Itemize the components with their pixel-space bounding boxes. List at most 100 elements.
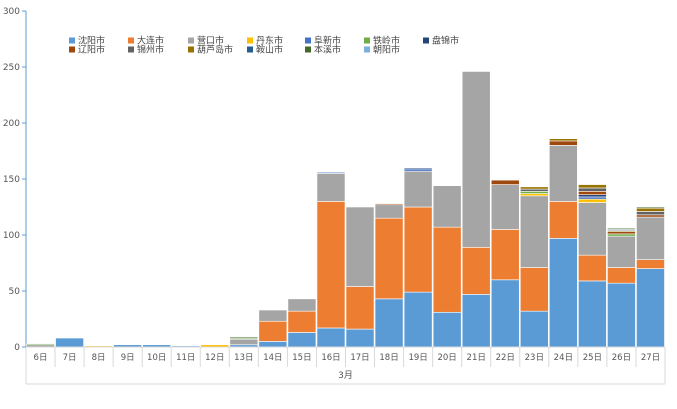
- bar-segment: [55, 337, 84, 348]
- bar-segment: [636, 216, 665, 260]
- bar-segment: [258, 320, 288, 342]
- bar-segment: [374, 203, 404, 206]
- y-tick-label: 150: [3, 175, 20, 185]
- x-tick-label: 23日: [525, 353, 544, 363]
- bar-segment: [607, 235, 636, 268]
- legend-swatch: [128, 46, 134, 53]
- legend-label: 朝阳市: [373, 44, 400, 56]
- legend-swatch: [423, 37, 429, 44]
- bar-segment: [578, 254, 607, 282]
- x-tick-label: 21日: [467, 353, 486, 363]
- bar-segment: [345, 286, 375, 330]
- legend-swatch: [305, 46, 311, 53]
- bar-segment: [578, 202, 607, 256]
- bar-segment: [461, 294, 491, 348]
- bar-segment: [549, 238, 578, 348]
- legend-swatch: [69, 46, 75, 53]
- bar-segment: [519, 310, 549, 348]
- bar-segment: [607, 231, 636, 235]
- y-tick-label: 300: [3, 7, 20, 17]
- x-axis: 6日 7日 8日 9日 10日 11日 12日 13日 14日 15日 16日 17日 18日 19日 20…: [25, 346, 666, 385]
- bar-segment: [578, 184, 607, 189]
- legend-swatch: [247, 46, 253, 53]
- x-tick-label: 11日: [176, 353, 195, 363]
- legend-label: 营口市: [197, 35, 224, 47]
- x-tick-label: 7日: [63, 353, 77, 363]
- x-tick-label: 9日: [121, 353, 135, 363]
- bar-segment: [345, 328, 375, 348]
- bar-segment: [607, 233, 636, 237]
- x-tick-label: 8日: [92, 353, 106, 363]
- legend-swatch: [364, 37, 370, 44]
- bar-segment: [258, 309, 288, 322]
- bar-segment: [316, 327, 346, 348]
- bar-segment: [519, 267, 549, 312]
- bar-segment: [578, 191, 607, 195]
- legend-swatch: [305, 37, 311, 44]
- legend-swatch: [128, 37, 134, 44]
- bar-segment: [403, 206, 433, 293]
- legend-label: 铁岭市: [373, 35, 400, 47]
- bar-segment: [578, 194, 607, 198]
- x-tick-label: 14日: [263, 353, 282, 363]
- bar-segment: [345, 206, 375, 287]
- bar-segment: [519, 193, 549, 197]
- legend-label: 沈阳市: [78, 35, 105, 47]
- legend-label: 丹东市: [256, 35, 283, 47]
- bar-segment: [578, 198, 607, 203]
- bar-segment: [549, 138, 578, 142]
- bar-segment: [229, 336, 259, 339]
- x-tick-label: 18日: [379, 353, 398, 363]
- bar-segment: [490, 229, 520, 281]
- bar-segment: [287, 310, 317, 333]
- legend-label: 大连市: [137, 35, 164, 47]
- x-tick-label: 26日: [612, 353, 631, 363]
- x-tick-label: 20日: [437, 353, 456, 363]
- x-tick-label: 6日: [34, 353, 48, 363]
- x-tick-label: 16日: [321, 353, 340, 363]
- bar-segment: [403, 168, 433, 172]
- x-tick-label: 13日: [234, 353, 253, 363]
- legend-swatch: [247, 37, 253, 44]
- bar-segment: [316, 171, 346, 174]
- x-tick-label: 27日: [641, 353, 660, 363]
- bar-segment: [316, 173, 346, 202]
- bar-segment: [519, 188, 549, 192]
- x-group-label: 3月: [338, 370, 353, 381]
- bar-segment: [403, 291, 433, 348]
- legend-label: 阜新市: [314, 35, 341, 47]
- y-tick-label: 200: [3, 119, 20, 129]
- legend-swatch: [188, 46, 194, 53]
- bar-segment: [374, 217, 404, 300]
- bar-segment: [461, 71, 491, 248]
- x-tick-label: 15日: [292, 353, 311, 363]
- bars: [26, 71, 665, 348]
- legend-label: 锦州市: [137, 44, 164, 56]
- bar-segment: [636, 211, 665, 216]
- x-tick-label: 12日: [205, 353, 224, 363]
- bar-segment: [549, 140, 578, 146]
- bar-segment: [607, 282, 636, 348]
- bar-segment: [403, 167, 433, 170]
- y-axis: 0 50 100 150 200 250 300: [3, 7, 27, 353]
- x-tick-label: 10日: [147, 353, 166, 363]
- x-tick-label: 24日: [554, 353, 573, 363]
- bar-segment: [432, 185, 462, 228]
- legend-label: 鞍山市: [256, 44, 283, 56]
- bar-segment: [26, 343, 55, 346]
- bar-segment: [549, 201, 578, 239]
- bar-segment: [607, 267, 636, 284]
- bar-segment: [432, 311, 462, 348]
- bar-segment: [607, 227, 636, 230]
- bar-segment: [578, 187, 607, 192]
- bar-segment: [374, 298, 404, 348]
- x-tick-label: 19日: [408, 353, 427, 363]
- bar-segment: [636, 206, 665, 209]
- bar-segment: [461, 247, 491, 295]
- legend-swatch: [69, 37, 75, 44]
- bar-segment: [287, 298, 317, 312]
- y-tick-label: 50: [9, 287, 21, 297]
- bar-segment: [258, 341, 288, 348]
- y-tick-label: 100: [3, 231, 20, 241]
